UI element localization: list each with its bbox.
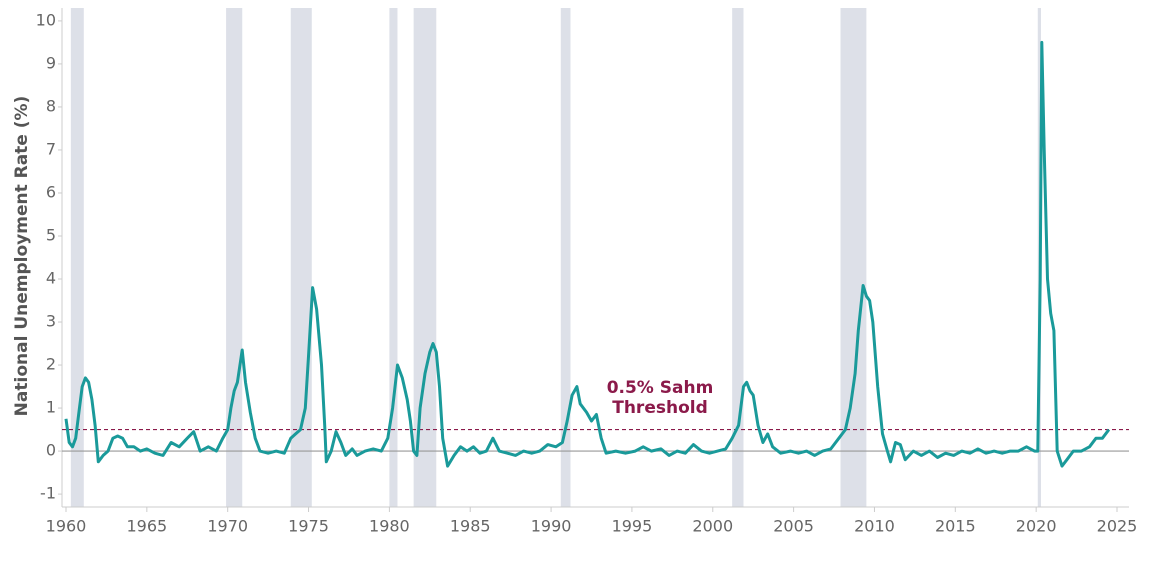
y-axis-label: National Unemployment Rate (%) [12, 96, 32, 417]
y-tick-label: 1 [46, 398, 56, 417]
x-tick-label: 2020 [1016, 517, 1057, 536]
x-tick-label: 1995 [612, 517, 653, 536]
y-tick-label: 4 [46, 269, 56, 288]
x-tick-label: 2025 [1097, 517, 1138, 536]
y-tick-label: 10 [36, 10, 56, 29]
x-tick-label: 2005 [773, 517, 814, 536]
recession-band [560, 8, 571, 507]
x-tick-label: 1980 [369, 517, 410, 536]
y-tick-label: 7 [46, 139, 56, 158]
x-tick-label: 2000 [692, 517, 733, 536]
y-tick-label: -1 [40, 484, 56, 503]
y-tick-label: 2 [46, 355, 56, 374]
recession-band [70, 8, 84, 507]
y-tick-label: 8 [46, 96, 56, 115]
x-tick-label: 1975 [288, 517, 329, 536]
y-tick-label: 0 [46, 441, 56, 460]
y-tick-label: 6 [46, 182, 56, 201]
threshold-label: 0.5% Sahm [607, 378, 714, 398]
x-tick-label: 1990 [531, 517, 572, 536]
recession-band [732, 8, 744, 507]
recession-band [389, 8, 398, 507]
data-line [64, 40, 1111, 468]
x-tick-label: 1965 [126, 517, 167, 536]
threshold-label: Threshold [612, 398, 708, 418]
x-tick-label: 1960 [46, 517, 87, 536]
y-tick-label: 9 [46, 53, 56, 72]
y-tick-label: 5 [46, 225, 56, 244]
x-tick-label: 1985 [450, 517, 491, 536]
x-tick-label: 2015 [935, 517, 976, 536]
recession-band [413, 8, 437, 507]
y-tick-label: 3 [46, 312, 56, 331]
recession-band [840, 8, 867, 507]
recession-band [290, 8, 312, 507]
recession-band [226, 8, 243, 507]
x-tick-label: 2010 [854, 517, 895, 536]
x-tick-label: 1970 [207, 517, 248, 536]
